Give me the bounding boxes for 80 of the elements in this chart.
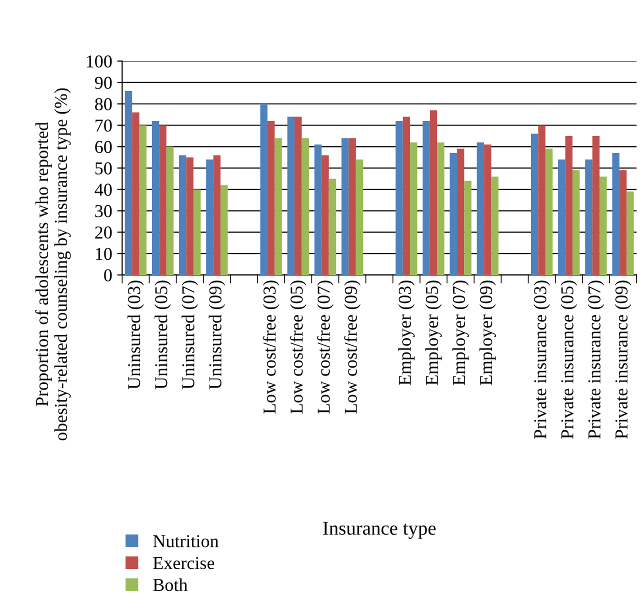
x-tick-label: Private insurance (03)	[534, 280, 550, 439]
x-tick-label: Private insurance (07)	[588, 280, 604, 439]
bar	[294, 116, 302, 275]
x-tick-label: Uninsured (05)	[154, 280, 171, 390]
bar	[456, 148, 464, 275]
bar	[356, 159, 364, 275]
bar	[193, 189, 201, 275]
x-tick-label: Employer (09)	[479, 280, 496, 386]
legend-label: Both	[153, 578, 188, 592]
y-tick-label: 80	[95, 98, 112, 110]
bar	[328, 178, 336, 275]
y-tick-label: 10	[96, 248, 112, 260]
bar	[612, 153, 620, 275]
x-tick-label: Employer (03)	[398, 280, 415, 386]
y-tick-label: 90	[94, 76, 112, 89]
bar	[139, 125, 147, 275]
bar	[260, 104, 268, 275]
x-tick-label: Private insurance (05)	[560, 280, 578, 439]
y-tick-label: 50	[95, 162, 112, 174]
bar	[572, 170, 580, 275]
x-tick-label: Low cost/free (07)	[316, 280, 334, 414]
x-tick-label: Uninsured (03)	[128, 280, 144, 390]
x-tick-label: Low cost/free (03)	[262, 280, 280, 414]
bar	[402, 116, 410, 275]
bar	[220, 185, 228, 275]
bar	[592, 136, 600, 275]
bar	[179, 155, 186, 275]
x-tick-label: Employer (07)	[452, 280, 469, 386]
bar	[545, 148, 553, 275]
bar	[619, 170, 627, 275]
bar	[484, 144, 492, 275]
bar	[530, 134, 538, 275]
bar	[274, 138, 282, 275]
x-tick-label: Employer (05)	[425, 280, 442, 386]
x-tick-label: Low cost/free (09)	[344, 280, 361, 414]
bar	[538, 125, 546, 275]
bar	[159, 125, 166, 275]
bar	[491, 176, 498, 275]
bar	[341, 138, 349, 275]
bar	[267, 120, 275, 275]
y-tick-label: 30	[95, 205, 112, 218]
bar	[348, 138, 356, 275]
bar	[450, 153, 457, 275]
x-axis-title: Insurance type	[323, 522, 436, 539]
bar	[186, 157, 194, 275]
bar	[565, 136, 572, 275]
x-tick-label: Low cost/free (05)	[290, 280, 306, 414]
x-tick-label: Uninsured (07)	[182, 280, 198, 390]
bar	[410, 142, 418, 275]
y-tick-label: 0	[104, 269, 112, 282]
bar	[132, 112, 140, 275]
y-tick-label: 60	[95, 140, 112, 154]
bar	[124, 91, 132, 275]
y-axis-title: Proportion of adolescents who reported obesity-related counseling by insurance type (%)	[35, 88, 71, 440]
bar	[396, 120, 403, 275]
bar	[626, 192, 634, 275]
x-tick-label: Uninsured (09)	[208, 280, 226, 390]
bar	[206, 159, 214, 275]
bar	[600, 176, 607, 275]
x-tick-label: Private insurance (09)	[614, 280, 632, 439]
bar	[585, 159, 592, 275]
bar	[437, 142, 444, 275]
legend-label: Nutrition	[153, 535, 219, 548]
bar	[213, 155, 221, 275]
bar	[166, 146, 174, 275]
bar	[464, 180, 472, 275]
y-tick-label: 40	[94, 184, 112, 196]
legend-label: Exercise	[153, 557, 214, 570]
bar	[422, 120, 430, 275]
bar	[302, 138, 309, 275]
bar	[476, 142, 484, 275]
y-tick-label: 20	[95, 226, 112, 239]
y-tick-label: 70	[96, 120, 112, 132]
bar	[152, 120, 160, 275]
y-tick-label: 100	[86, 55, 112, 68]
bar	[430, 110, 438, 275]
bar	[558, 159, 566, 275]
bar	[314, 144, 322, 275]
bar	[322, 155, 329, 275]
bar	[287, 116, 295, 275]
